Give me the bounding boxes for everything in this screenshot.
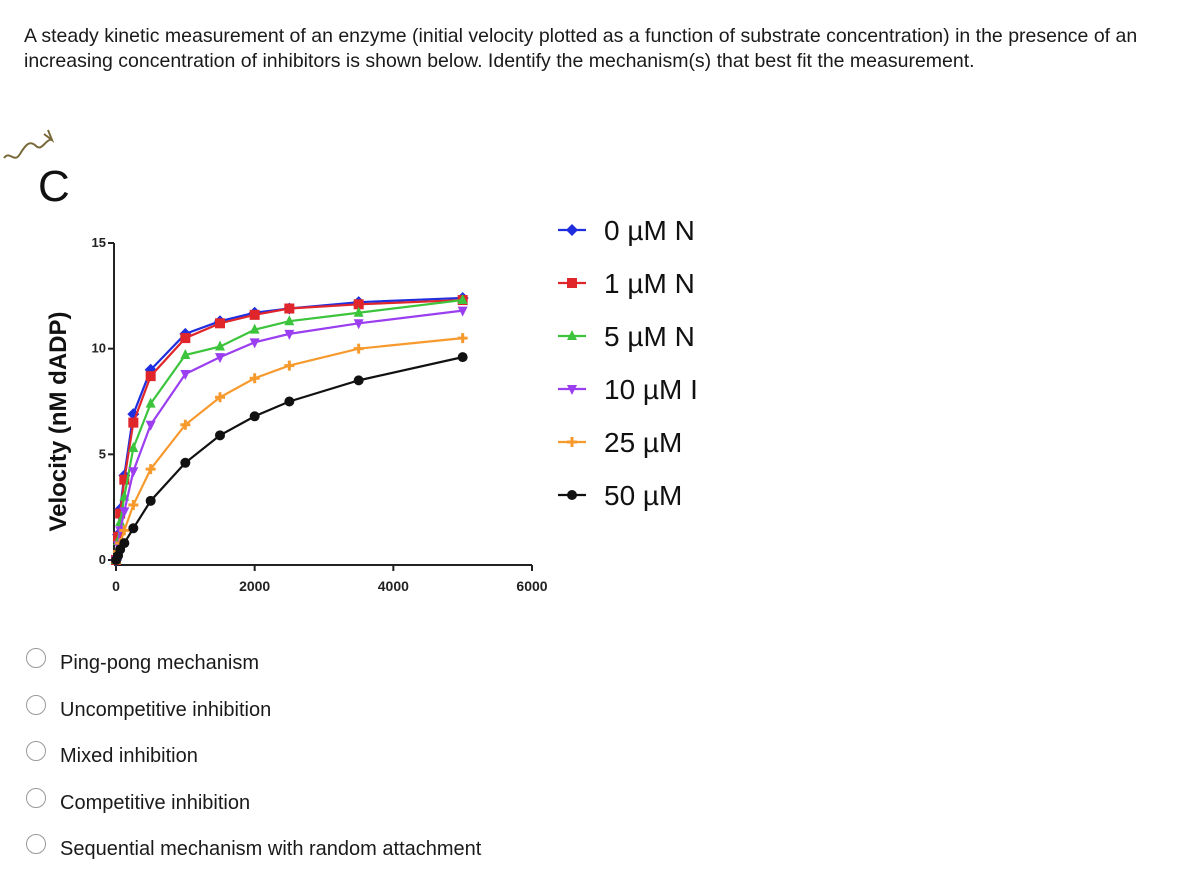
data-point [119,507,130,518]
data-point [284,315,295,326]
data-point [215,353,225,364]
legend-marker [566,224,578,236]
data-point [128,523,139,534]
data-point [249,373,260,384]
data-point [353,299,364,310]
legend-label: 50 µM [604,480,682,511]
y-tick-label: 0 [99,552,106,567]
data-point [145,495,156,506]
legend-marker [567,437,577,447]
data-point [457,352,468,363]
option-uncompetitive[interactable]: Uncompetitive inhibition [26,689,481,736]
data-point [457,306,468,317]
option-label: Sequential mechanism with random attachm… [60,838,482,860]
option-label: Mixed inhibition [60,745,198,767]
data-point [145,464,156,475]
option-competitive[interactable]: Competitive inhibition [26,782,481,829]
radio-button[interactable] [26,787,46,808]
y-tick-label: 10 [92,341,106,356]
data-point [180,349,191,360]
data-point [457,333,468,344]
data-point [353,319,364,330]
legend-marker [567,330,577,340]
data-point [215,340,225,351]
radio-button[interactable] [26,741,46,761]
legend-marker [567,490,577,500]
data-point [145,420,156,431]
series-line [114,309,463,561]
data-point [284,360,295,371]
data-point [128,417,139,428]
data-point [145,397,156,408]
x-tick-label: 6000 [516,578,547,594]
data-point [353,375,364,386]
data-point [215,430,225,441]
kinetics-figure: 0 5 10 15 0 2000 4000 6000 Velocity (nM dADP) 0 … [0,120,760,620]
option-mixed[interactable]: Mixed inhibition [26,735,481,782]
legend-label: 10 µM I [604,374,698,405]
scribble-mark [3,129,55,159]
series-line [114,337,463,561]
data-point [215,392,225,403]
data-point [284,329,295,340]
option-label: Uncompetitive inhibition [60,698,272,721]
legend-entry-2: 5 µM N [558,321,695,352]
data-point [353,343,364,354]
radio-button[interactable] [26,648,46,668]
data-point [119,525,130,536]
legend-entry-4: 25 µM [558,427,682,458]
y-axis-title: Velocity (nM dADP) [45,311,72,531]
answer-options: Ping-pong mechanism Uncompetitive inhibi… [26,642,481,875]
legend-marker [567,278,577,288]
legend-label: 0 µM N [604,215,695,246]
y-tick-label: 15 [92,235,106,250]
legend-entry-1: 1 µM N [558,268,695,299]
option-ping-pong[interactable]: Ping-pong mechanism [26,642,481,689]
option-sequential-random[interactable]: Sequential mechanism with random attachm… [26,828,481,875]
radio-button[interactable] [26,694,46,715]
radio-button[interactable] [26,834,46,854]
y-tick-label: 5 [99,446,106,461]
data-point [457,294,468,305]
data-point [128,467,139,478]
x-tick-label: 4000 [378,578,409,594]
legend-marker [567,385,577,395]
x-tick-label: 2000 [239,578,270,594]
data-point [180,419,191,430]
data-point [119,538,130,549]
data-point [215,318,225,329]
data-point [180,457,191,468]
data-point [249,323,260,334]
data-point [128,441,139,452]
series-line [115,356,463,561]
data-point [249,338,260,349]
data-point [284,303,295,314]
option-label: Competitive inhibition [60,791,251,814]
data-point [115,508,126,519]
x-tick-label: 0 [112,578,120,594]
option-label: Ping-pong mechanism [60,652,259,674]
kinetics-chart: 0 5 10 15 0 2000 4000 6000 Velocity (nM dADP) 0 … [45,215,698,594]
data-point [180,370,191,381]
legend-label: 1 µM N [604,268,695,299]
data-point [128,500,139,511]
series-3 [111,306,468,566]
data-point [284,396,295,407]
question-text: A steady kinetic measurement of an enzym… [24,25,1138,72]
data-point [145,371,156,382]
legend-entry-0: 0 µM N [558,215,695,246]
legend-entry-5: 50 µM [558,480,682,511]
panel-letter: C [38,162,70,211]
data-point [249,309,260,320]
series-5 [111,352,468,565]
legend-label: 25 µM [604,427,682,458]
data-point [180,333,191,344]
legend-entry-3: 10 µM I [558,374,698,405]
legend-label: 5 µM N [604,321,695,352]
data-point [119,474,130,485]
data-point [353,306,364,317]
data-point [249,411,260,422]
